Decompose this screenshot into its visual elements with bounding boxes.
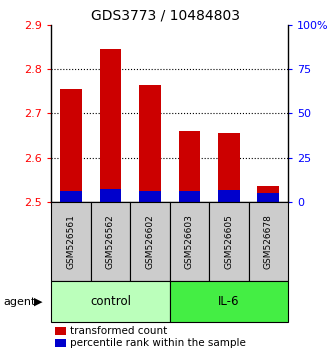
Bar	[60, 191, 82, 202]
Bar	[178, 191, 200, 202]
Text: percentile rank within the sample: percentile rank within the sample	[70, 338, 245, 348]
Text: ▶: ▶	[34, 297, 42, 307]
Bar	[258, 186, 279, 202]
Bar	[139, 191, 161, 202]
Bar	[139, 85, 161, 202]
Bar	[249, 202, 288, 281]
Bar	[218, 133, 240, 202]
Text: GSM526603: GSM526603	[185, 214, 194, 269]
Text: transformed count: transformed count	[70, 326, 167, 336]
Bar	[130, 202, 169, 281]
Bar	[100, 49, 121, 202]
Bar	[100, 189, 121, 202]
Text: control: control	[90, 295, 131, 308]
Text: GSM526605: GSM526605	[224, 214, 233, 269]
Bar	[258, 193, 279, 202]
Text: GSM526561: GSM526561	[67, 214, 75, 269]
Text: IL-6: IL-6	[218, 295, 240, 308]
Bar	[91, 202, 130, 281]
Text: GDS3773 / 10484803: GDS3773 / 10484803	[91, 9, 240, 23]
Bar	[209, 202, 249, 281]
Bar	[169, 281, 288, 322]
Text: agent: agent	[3, 297, 36, 307]
Text: GSM526562: GSM526562	[106, 214, 115, 269]
Bar	[169, 202, 209, 281]
Bar	[218, 190, 240, 202]
Bar	[51, 202, 91, 281]
Text: GSM526678: GSM526678	[264, 214, 273, 269]
Bar	[60, 89, 82, 202]
Bar	[178, 131, 200, 202]
Text: GSM526602: GSM526602	[145, 214, 155, 269]
Bar	[51, 281, 169, 322]
